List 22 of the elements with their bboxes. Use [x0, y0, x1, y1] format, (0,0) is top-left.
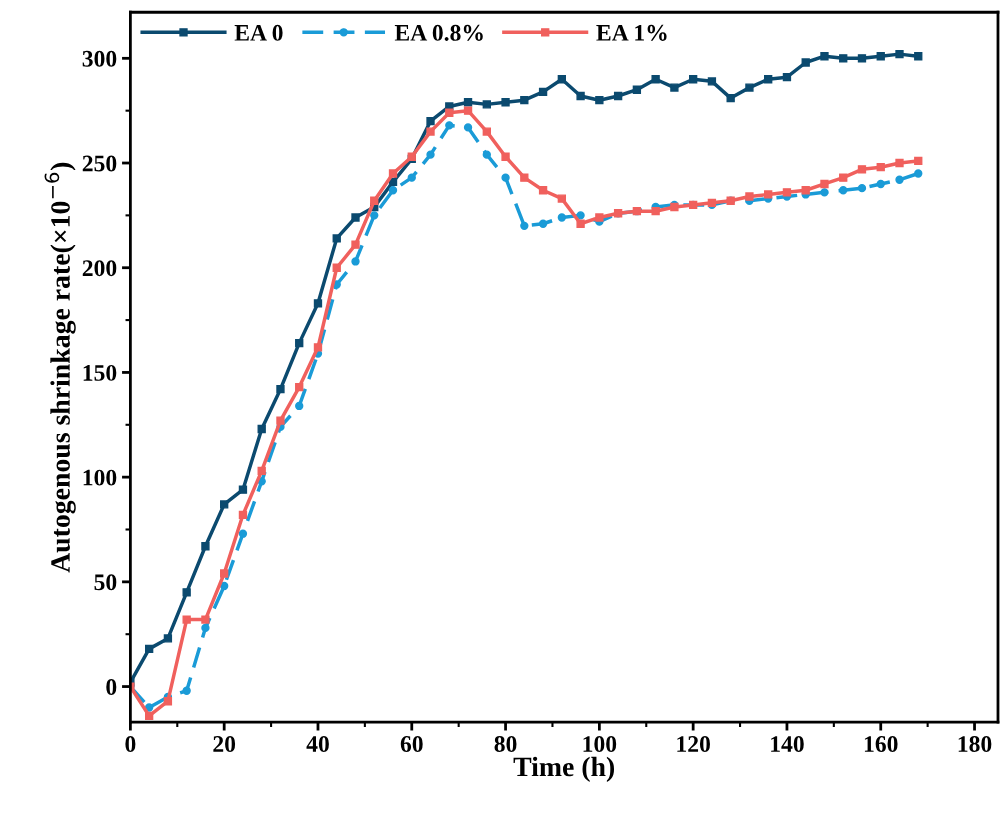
x-tick-label: 40 [306, 736, 329, 752]
x-tick-label: 180 [958, 736, 992, 752]
y-tick-label: 300 [82, 50, 117, 67]
y-tick-label: 100 [83, 469, 117, 486]
y-tick-label: 250 [82, 155, 117, 172]
x-tick-label: 20 [213, 736, 236, 752]
x-tick-label: 140 [771, 736, 804, 752]
x-tick-label: 100 [583, 736, 617, 752]
legend-label: EA 1% [596, 24, 667, 41]
legend-label: EA 0 [234, 24, 283, 41]
y-tick-label: 150 [83, 364, 117, 381]
x-tick-label: 60 [400, 736, 423, 752]
x-tick-label: 120 [677, 736, 710, 752]
y-tick-label: 50 [94, 574, 117, 591]
legend-label: EA 0.8% [394, 24, 483, 41]
x-axis-title: Time (h) [513, 756, 615, 782]
y-tick-label: 200 [82, 260, 117, 277]
y-axis-title: Autogenous shrinkage rate(×10$^{−6}$) [44, 162, 76, 573]
x-tick-label: 80 [494, 736, 517, 752]
x-tick-label: 0 [125, 736, 136, 752]
x-tick-label: 160 [864, 736, 898, 752]
y-tick-label: 0 [106, 679, 117, 695]
